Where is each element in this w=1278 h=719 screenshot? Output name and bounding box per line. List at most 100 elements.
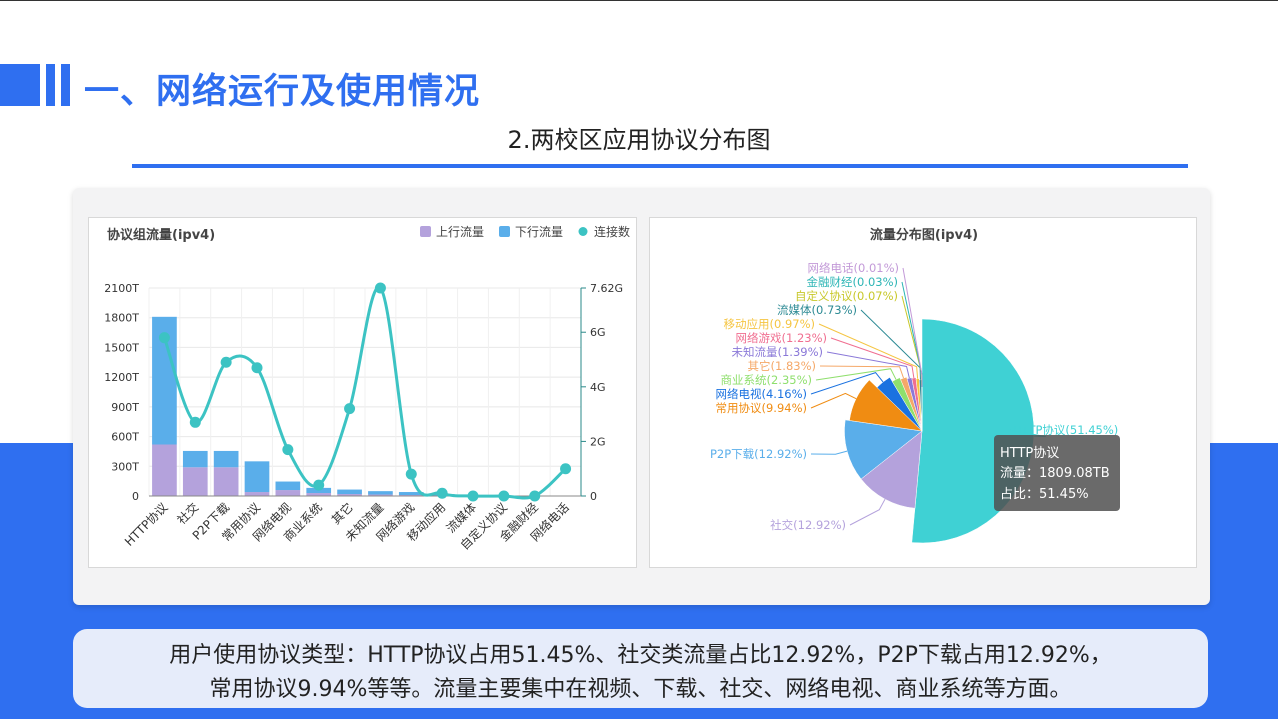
y-left-tick: 600T [111, 431, 139, 444]
chart-title: 流量分布图(ipv4) [870, 227, 978, 243]
summary-box: 用户使用协议类型：HTTP协议占用51.45%、社交类流量占比12.92%，P2… [73, 629, 1208, 708]
bar-download [213, 450, 239, 468]
connections-point [560, 463, 572, 475]
pie-chart-card: 流量分布图(ipv4) HTTP协议(51.45%) 社交(12.92%) P2P下载… [649, 217, 1197, 568]
bar-upload [244, 492, 270, 496]
pie-label-leader [810, 392, 857, 409]
bar-upload [213, 467, 239, 496]
legend-label-0: 上行流量 [436, 225, 484, 239]
connections-point [374, 282, 386, 294]
pie-slice-label: 网络游戏(1.23%) [735, 331, 827, 345]
connections-point [313, 479, 325, 491]
pie-label-leader [826, 351, 910, 379]
y-left-tick: 1500T [104, 341, 139, 354]
pie-slice-label: 未知流量(1.39%) [731, 345, 823, 359]
bar-upload [368, 494, 393, 496]
legend-label-2: 连接数 [594, 224, 630, 239]
pie-label-leader [849, 498, 886, 526]
pie-slice-label: 商业系统(2.35%) [720, 373, 812, 387]
pie-label-leader [810, 372, 884, 395]
pie-slice-label: 金融财经(0.03%) [806, 275, 898, 289]
bar-upload [337, 494, 362, 496]
pie-slice-label: 社交(12.92%) [770, 518, 846, 532]
bar-download [275, 481, 301, 491]
pie-slice-label: 流媒体(0.73%) [777, 303, 857, 317]
connections-point [220, 356, 232, 368]
pie-slice-label: 其它(1.83%) [747, 359, 816, 373]
pie-label-leader [818, 323, 919, 379]
y-left-tick: 1200T [104, 371, 139, 384]
y-left-tick: 0 [132, 490, 139, 503]
bar-download [182, 450, 208, 468]
connections-point [344, 403, 356, 415]
bar-chart-card: 协议组流量(ipv4) 上行流量 下行流量 连接数 0 300T 600T 900T 1200T… [88, 217, 637, 568]
pie-slice [860, 430, 923, 509]
section-subtitle: 2.两校区应用协议分布图 [507, 126, 771, 154]
bar-upload [306, 493, 332, 496]
top-border-line [0, 0, 1278, 1]
protocol-traffic-chart: 协议组流量(ipv4) 上行流量 下行流量 连接数 0 300T 600T 900T 1200T… [104, 224, 630, 553]
y-left-tick: 1800T [104, 312, 139, 325]
tooltip-background [994, 435, 1120, 511]
pie-slice-label: P2P下载(12.92%) [710, 447, 807, 461]
pie-slice-label: 网络电视(4.16%) [715, 387, 807, 401]
legend-label-1: 下行流量 [515, 225, 563, 239]
subtitle-underline [132, 164, 1188, 168]
pie-slice [844, 419, 923, 480]
bar-download [244, 461, 270, 493]
pie-slice-label: 移动应用(0.97%) [723, 317, 815, 331]
y-right-tick: 7.62G [590, 282, 623, 295]
page-title: 一、网络运行及使用情况 [84, 72, 481, 112]
x-tick-label: HTTP协议 [121, 500, 170, 549]
y-left-tick: 300T [111, 460, 139, 473]
y-right-tick: 2G [590, 435, 606, 448]
bar-download [398, 492, 424, 496]
pie-label-leader [901, 295, 923, 386]
pie-label-leader [819, 365, 905, 379]
bar-upload [152, 444, 177, 496]
bar-upload [182, 467, 208, 496]
connections-point [158, 332, 170, 344]
y-right-tick: 6G [590, 326, 606, 339]
connections-point [405, 468, 417, 480]
pie-label-leader [902, 267, 923, 388]
pie-label-leader [830, 337, 915, 379]
pie-label-leader [815, 368, 897, 381]
summary-line-1: 用户使用协议类型：HTTP协议占用51.45%、社交类流量占比12.92%，P2… [169, 643, 1112, 668]
pie-slice-label: 自定义协议(0.07%) [795, 289, 898, 303]
summary-line-2: 常用协议9.94%等等。流量主要集中在视频、下载、社交、网络电视、商业系统等方面… [209, 677, 1072, 702]
connections-point [251, 362, 263, 374]
traffic-distribution-chart: 流量分布图(ipv4) HTTP协议(51.45%) 社交(12.92%) P2P下载… [710, 227, 1120, 544]
pie-slice [915, 378, 923, 432]
pie-slice-label: HTTP协议(51.45%) [1013, 423, 1118, 437]
legend-marker-2 [578, 227, 588, 236]
connections-point [436, 487, 448, 499]
x-tick-label: 社交 [174, 500, 202, 528]
pie-label-leader [810, 450, 848, 455]
pie-slice [849, 379, 923, 432]
chart-title: 协议组流量(ipv4) [107, 227, 215, 243]
pie-slice-label: 常用协议(9.94%) [715, 401, 807, 415]
connections-point [498, 490, 510, 502]
legend-swatch-0 [420, 226, 431, 237]
bar-download [337, 489, 362, 495]
x-tick-label: 其它 [328, 500, 356, 528]
connections-point [282, 444, 294, 456]
tooltip-traffic: 流量：1809.08TB [1000, 466, 1110, 481]
pie-slice [900, 376, 923, 432]
connections-point [529, 490, 541, 502]
y-right-tick: 0 [590, 490, 597, 503]
connections-point [189, 416, 201, 428]
tooltip-share: 占比：51.45% [1000, 487, 1089, 502]
bar-download [368, 491, 393, 495]
tooltip-title: HTTP协议 [1000, 446, 1059, 461]
y-right-tick: 4G [590, 381, 606, 394]
bar-upload [275, 490, 301, 496]
connections-point [467, 490, 479, 502]
pie-slice-label: 网络电话(0.01%) [807, 261, 899, 275]
y-left-tick: 900T [111, 401, 139, 414]
legend-swatch-1 [499, 226, 510, 237]
y-left-tick: 2100T [104, 282, 139, 295]
